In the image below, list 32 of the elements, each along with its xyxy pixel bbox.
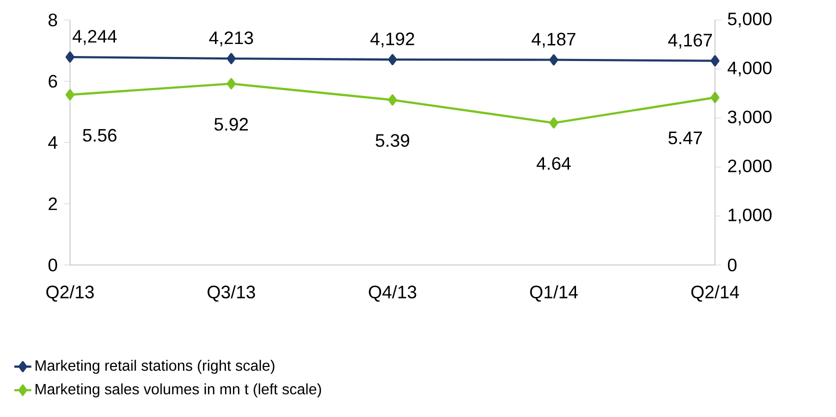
data-label: 4.64 (536, 157, 571, 170)
y-tick-label: 2 (48, 197, 57, 210)
data-label: 4,192 (370, 32, 414, 48)
y2-tick-label: 4,000 (728, 62, 772, 76)
x-tick-label: Q2/13 (46, 285, 94, 302)
x-tick-label: Q3/13 (208, 285, 255, 302)
x-tick-label: Q4/13 (368, 285, 416, 302)
point (549, 117, 558, 128)
y2-tick-label: 1,000 (728, 208, 772, 224)
data-label: 4,167 (668, 34, 712, 49)
data-label: 4,187 (532, 32, 576, 48)
legend-label: Marketing sales volumes in mn t (left scale) (36, 383, 322, 398)
x-tick-label: Q2/14 (691, 285, 740, 302)
x-tick-label: Q1/14 (530, 285, 578, 302)
y-tick-label: 4 (48, 136, 58, 149)
y-tick-label: 0 (48, 258, 58, 272)
y2-tick-label: 3,000 (728, 110, 772, 126)
data-label: 4,213 (209, 31, 253, 46)
data-label: 5.39 (376, 134, 410, 147)
point (66, 89, 74, 100)
y2-tick-label: 5,000 (728, 12, 772, 28)
data-label: 5.56 (82, 128, 116, 142)
y2-tick-label: 0 (728, 258, 737, 272)
y-tick-label: 6 (48, 74, 58, 88)
legend-label: Marketing retail stations (right scale) (36, 360, 274, 374)
y-tick-label: 8 (48, 14, 58, 26)
data-label: 5.47 (668, 132, 702, 144)
data-label: 4,244 (72, 30, 117, 45)
data-label: 5.92 (214, 118, 248, 131)
point (226, 78, 236, 90)
point (388, 94, 397, 106)
y2-tick-label: 2,000 (728, 160, 772, 174)
